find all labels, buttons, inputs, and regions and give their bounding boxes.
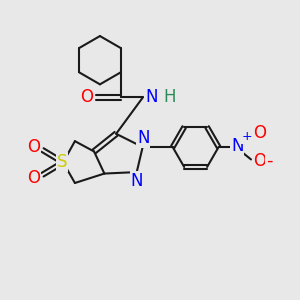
Text: O: O bbox=[27, 169, 40, 187]
Text: N: N bbox=[130, 172, 143, 190]
Text: O: O bbox=[80, 88, 94, 106]
Text: -: - bbox=[161, 89, 166, 104]
Text: N: N bbox=[137, 129, 149, 147]
Text: +: + bbox=[242, 130, 252, 143]
Text: N: N bbox=[231, 136, 243, 154]
Text: O: O bbox=[253, 124, 266, 142]
Text: S: S bbox=[56, 153, 67, 171]
Text: -: - bbox=[266, 152, 272, 170]
Text: O: O bbox=[27, 138, 40, 156]
Text: N: N bbox=[145, 88, 158, 106]
Text: H: H bbox=[163, 88, 176, 106]
Text: O: O bbox=[253, 152, 266, 170]
